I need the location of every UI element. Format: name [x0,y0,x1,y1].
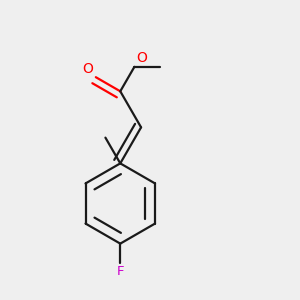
Text: O: O [136,51,147,65]
Text: F: F [116,265,124,278]
Text: O: O [82,62,93,76]
